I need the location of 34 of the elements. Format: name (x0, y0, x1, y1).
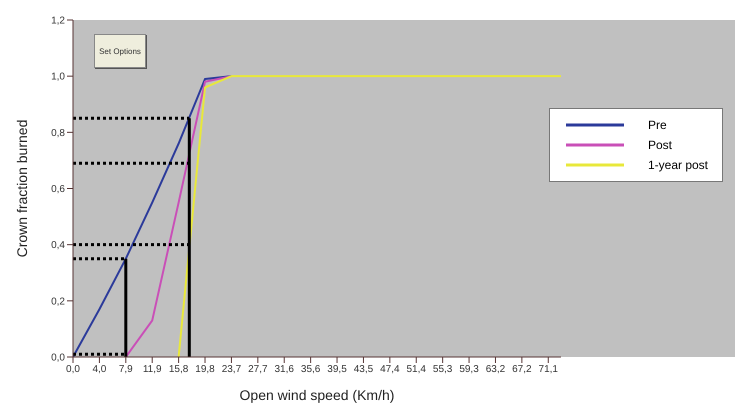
y-tick-label: 0,0 (51, 352, 66, 364)
x-tick-label: 15,8 (168, 364, 189, 376)
x-tick-label: 63,2 (486, 364, 506, 376)
x-tick-label: 39,5 (327, 364, 348, 376)
x-tick-label: 27,7 (248, 364, 268, 376)
y-axis-title: Crown fraction burned (14, 120, 30, 258)
x-tick-label: 51,4 (406, 364, 426, 376)
x-tick-label: 7,9 (118, 364, 134, 376)
line-series (73, 75, 232, 357)
y-tick-label: 0,4 (51, 240, 66, 252)
x-tick-label: 19,8 (195, 364, 216, 376)
y-tick-label: 0,6 (51, 184, 66, 196)
legend-label: Pre (648, 118, 667, 132)
x-axis-title: Open wind speed (Km/h) (240, 387, 394, 403)
x-tick-label: 55,3 (432, 364, 453, 376)
x-tick-label: 31,6 (274, 364, 294, 376)
x-tick-label: 71,1 (538, 364, 558, 376)
y-tick-label: 0,8 (51, 128, 66, 139)
x-tick-label: 47,4 (380, 364, 400, 376)
x-tick-label: 4,0 (92, 364, 107, 376)
legend-label: 1-year post (648, 158, 708, 172)
x-tick-label: 35,6 (300, 364, 321, 376)
x-tick-label: 43,5 (354, 364, 374, 376)
x-tick-label: 23,7 (222, 364, 242, 376)
x-tick-label: 0,0 (66, 364, 80, 376)
line-series (124, 75, 232, 357)
options-button: Set Options (94, 34, 146, 68)
y-tick-label: 1,2 (51, 16, 66, 27)
x-tick-label: 67,2 (512, 364, 532, 376)
x-tick-label: 11,9 (142, 364, 162, 376)
x-tick-label: 59,3 (459, 364, 480, 376)
y-tick-label: 1,0 (51, 72, 66, 83)
legend-label: Post (648, 138, 672, 152)
y-tick-label: 0,2 (51, 296, 66, 308)
